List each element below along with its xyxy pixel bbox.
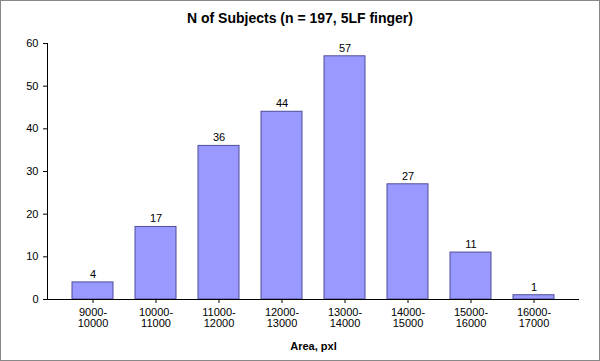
svg-text:30: 30 [26,165,38,177]
svg-text:Area, pxl: Area, pxl [290,340,336,352]
svg-text:50: 50 [26,80,38,92]
svg-text:13000-14000: 13000-14000 [328,306,363,329]
svg-text:11: 11 [465,238,476,250]
svg-text:9000-10000: 9000-10000 [78,306,109,329]
svg-text:40: 40 [26,122,38,134]
html-text:N of Subjects (n = 197, 5LF fi: N of Subjects (n = 197, 5LF finger) [187,10,413,26]
svg-text:1: 1 [531,281,537,293]
svg-text:44: 44 [276,97,288,109]
svg-text:16000-17000: 16000-17000 [517,306,552,329]
svg-text:60: 60 [26,37,38,49]
svg-text:10000-11000: 10000-11000 [139,306,174,329]
svg-text:12000-13000: 12000-13000 [265,306,300,329]
svg-text:20: 20 [26,208,38,220]
svg-text:14000-15000: 14000-15000 [391,306,426,329]
svg-text:57: 57 [339,42,351,54]
svg-text:15000-16000: 15000-16000 [454,306,489,329]
svg-text:10: 10 [26,250,38,262]
svg-text:4: 4 [90,268,96,280]
svg-text:36: 36 [213,131,225,143]
svg-text:0: 0 [32,293,38,305]
svg-text:27: 27 [402,170,414,182]
svg-text:11000-12000: 11000-12000 [202,306,236,329]
svg-text:17: 17 [150,212,162,224]
